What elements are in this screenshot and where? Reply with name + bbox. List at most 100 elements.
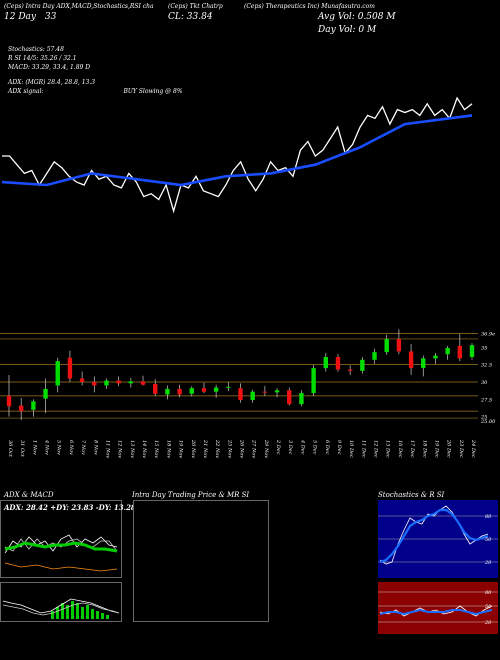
rsi-panel: 80 50 20	[378, 582, 498, 634]
macd-panel	[0, 582, 122, 622]
date-axis-label: 12 Dec	[373, 440, 379, 458]
date-axis-label: 27 Nov	[251, 439, 257, 458]
date-axis-label: 20 Dec	[446, 439, 452, 458]
date-axis-label: 3 Dec	[287, 440, 293, 455]
close-price: CL: 33.84	[168, 12, 213, 22]
candle-body	[238, 388, 243, 401]
rsi-line	[2, 96, 473, 214]
macd-readout: MACD: 33.29, 33.4, 1.89 D	[8, 64, 91, 71]
date-axis-label: 18 Dec	[421, 440, 427, 458]
date-axis-label: 30 Oct	[7, 440, 13, 458]
date-axis-label: 25 Nov	[226, 439, 232, 458]
date-axis-label: 5 Dec	[312, 440, 318, 455]
date-axis-label: 31 Oct	[19, 440, 25, 458]
date-axis-label: 12 Nov	[117, 440, 123, 458]
date-axis-label: 24 Dec	[470, 439, 476, 458]
candle-body	[226, 386, 231, 388]
date-axis-label: 20 Nov	[190, 439, 196, 458]
candle-body	[347, 369, 353, 371]
candle-body	[421, 358, 426, 369]
date-axis-label: 17 Dec	[409, 440, 415, 458]
macd-lines	[2, 598, 120, 619]
candle-body	[79, 378, 85, 382]
date-axis-label: 2 Dec	[275, 439, 281, 455]
stoch-tick-80: 80	[485, 514, 492, 520]
candle-body	[177, 388, 182, 395]
day-change: 33	[44, 12, 57, 22]
date-short: 12 Day	[4, 12, 36, 22]
stochastics-readout: Stochastics: 57.48	[8, 46, 64, 53]
adx-lines	[4, 534, 118, 572]
date-axis-label: 11 Nov	[104, 440, 110, 458]
candle-body	[360, 359, 365, 371]
candle-body	[372, 352, 377, 360]
candle-body	[250, 391, 255, 401]
candle-body	[92, 381, 97, 386]
date-axis-label: 7 Nov	[80, 440, 86, 455]
date-axis-label: 5 Nov	[56, 440, 62, 455]
intraday-panel-title: Intra Day Trading Price & MR SI	[132, 491, 250, 499]
stoch-lines: 80 50 20	[378, 500, 498, 578]
candle-body	[384, 338, 389, 353]
avg-volume: Avg Vol: 0.508 M	[318, 12, 396, 22]
candle-body	[445, 347, 450, 355]
rsi-tick-20: 20	[484, 620, 492, 626]
rsi-tick-50: 50	[485, 604, 492, 610]
price-axis-label: 32.5	[481, 363, 492, 369]
candle-body	[396, 338, 402, 352]
candle-body	[6, 395, 12, 407]
rsi-mini-lines: 80 50 20	[378, 582, 498, 634]
date-axis-label: 13 Nov	[129, 440, 135, 458]
candle-body	[274, 390, 280, 393]
date-axis-label: 6 Dec	[324, 440, 330, 455]
candle-body	[408, 351, 414, 369]
date-axis-label: 26 Nov	[239, 439, 245, 458]
price-axis-label: 25.00	[480, 419, 496, 425]
stoch-tick-20: 20	[484, 560, 492, 566]
candle-body	[116, 380, 121, 384]
rsi-average-line	[1, 114, 473, 187]
date-axis-label: 13 Dec	[385, 440, 391, 458]
adx-panel: ADX: 28.42 +DY: 23.83 -DY: 13.28	[0, 500, 136, 578]
adx-readout: ADX: (MGR) 28.4, 28.8, 13.3	[8, 79, 96, 86]
stoch-panel-title: Stochastics & R SI	[378, 491, 445, 499]
candle-body	[299, 393, 304, 405]
date-axis-label: 14 Nov	[141, 440, 147, 458]
date-axis-label: 29 Nov	[263, 439, 269, 458]
candle-body	[335, 356, 341, 370]
stoch-tick-50: 50	[485, 537, 492, 543]
price-axis-label: 30	[481, 380, 488, 386]
candle-body	[67, 357, 73, 379]
candle-body	[31, 401, 36, 410]
header-day-line: 12 Day 33	[4, 12, 56, 22]
candle-body	[165, 388, 170, 395]
header-symbol-label: (Ceps) Tkt Chatrp	[168, 3, 223, 10]
candle-body	[153, 384, 158, 394]
date-axis-label: 23 Dec	[458, 439, 464, 458]
stoch-panel: 80 50 20	[378, 500, 498, 578]
date-axis-label: 9 Dec	[336, 440, 342, 455]
date-axis-label: 15 Nov	[153, 440, 159, 458]
date-axis-label: 8 Nov	[92, 440, 98, 455]
candle-body	[55, 361, 60, 386]
candle-body	[311, 368, 316, 394]
header-right-title: (Ceps) Therapeutics Inc) Munafasutra.com	[244, 3, 375, 10]
date-axis-label: 18 Nov	[165, 440, 171, 458]
date-axis-label: 10 Dec	[348, 440, 354, 458]
header-left-title: (Ceps) Intra Day ADX,MACD,Stochastics,RS…	[4, 3, 154, 10]
intraday-panel	[133, 500, 269, 622]
price-axis-label: 35	[481, 345, 487, 351]
price-axis-label: 25	[480, 415, 487, 421]
candle-body	[457, 345, 463, 359]
date-axis-label: 11 Dec	[360, 440, 366, 458]
candle-body	[433, 355, 438, 359]
date-axis-label: 19 Nov	[178, 440, 184, 458]
date-axis-label: 6 Nov	[68, 440, 74, 455]
rsi-readout: R SI 14/5: 35.26 / 32.1	[8, 55, 77, 62]
candle-body	[189, 388, 194, 394]
candle-body	[104, 380, 109, 386]
date-axis-label: 4 Nov	[44, 439, 50, 455]
adx-panel-title: ADX & MACD	[4, 491, 54, 499]
candle-body	[323, 356, 328, 369]
